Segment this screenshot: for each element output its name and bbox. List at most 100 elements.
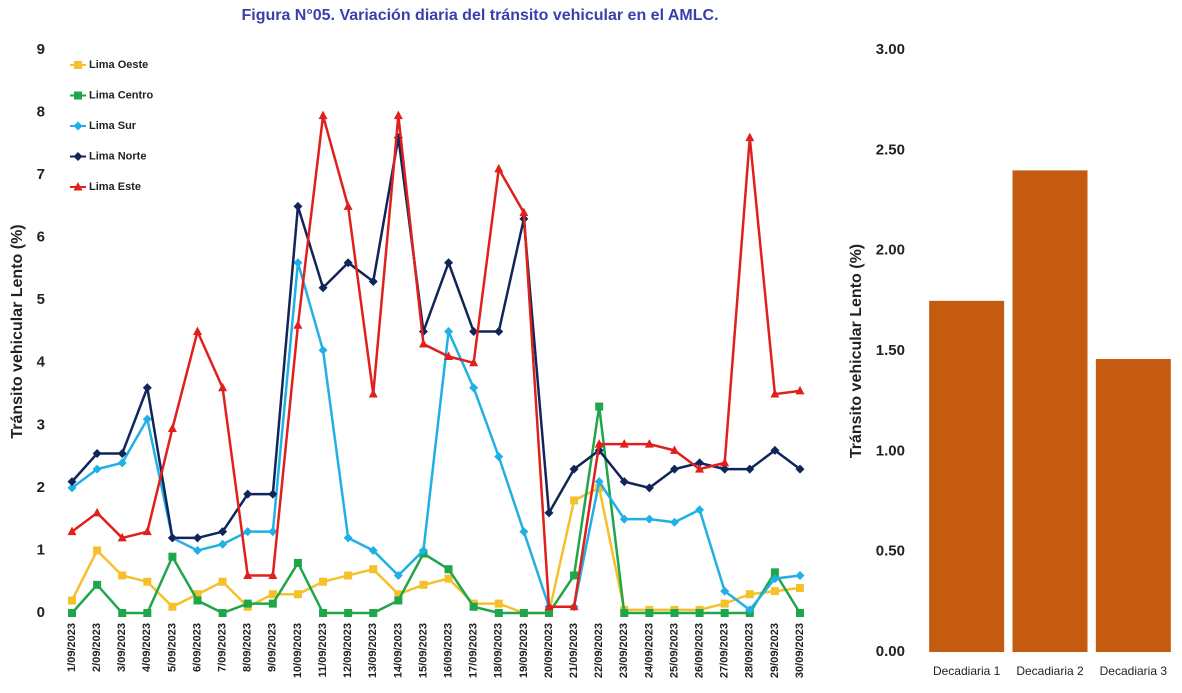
marker [644,439,654,448]
marker [293,320,303,329]
chart-title: Figura N°05. Variación diaria del tránsi… [241,7,718,24]
marker [569,601,579,611]
marker [343,201,353,210]
marker [519,527,529,537]
marker [143,577,152,586]
marker [73,152,83,161]
marker [544,609,553,617]
marker [93,580,102,589]
x-tick-label: 15/09/2023 [417,623,429,678]
marker [669,464,679,474]
marker [444,565,453,574]
marker [519,609,528,617]
x-tick-label: 16/09/2023 [442,623,454,678]
marker [770,574,780,584]
series-line [71,137,801,540]
marker [770,445,780,455]
bar [1095,359,1171,652]
x-tick-label: 10/09/2023 [292,623,304,678]
marker [343,258,353,268]
x-tick-label: 9/09/2023 [267,623,279,672]
marker [167,423,177,432]
marker [68,596,76,605]
y-tick-label: 8 [37,104,45,121]
legend-label: Lima Oeste [89,59,148,71]
marker [118,609,127,617]
marker [544,601,554,611]
x-tick-label: 24/09/2023 [643,623,655,678]
marker [644,514,654,524]
x-tick-label: 3/09/2023 [116,623,128,672]
marker [293,590,302,599]
marker [620,609,629,617]
marker [544,508,554,518]
marker [444,574,453,583]
marker [796,583,804,592]
marker [494,327,504,336]
bar [1012,170,1088,652]
marker [619,439,629,448]
marker [745,590,754,599]
y-tick-label: 1.50 [876,342,905,359]
marker [394,596,403,605]
marker [469,602,478,611]
y-tick-label: 4 [37,354,46,371]
marker [319,609,328,617]
marker [469,383,479,393]
x-tick-label: 27/09/2023 [719,623,731,678]
y-tick-label: 3 [37,416,45,433]
x-tick-label: 29/09/2023 [769,623,781,678]
marker [73,121,83,131]
marker [720,599,729,608]
y-tick-label: 0.50 [876,543,905,560]
x-tick-label: 28/09/2023 [744,623,756,678]
x-tick-label: Decadiaria 1 [933,664,1001,678]
marker [418,545,428,555]
marker [770,568,779,577]
marker [494,599,503,608]
marker [469,357,479,367]
marker [645,609,654,617]
marker [644,483,654,493]
x-tick-label: 19/09/2023 [518,623,530,678]
marker [444,258,454,268]
x-tick-label: 21/09/2023 [568,623,580,678]
marker [92,464,102,474]
marker [720,464,730,474]
marker [293,558,302,567]
marker [669,445,679,454]
marker [117,448,127,458]
marker [720,609,729,617]
marker [770,587,779,596]
marker [218,527,228,537]
marker [67,526,77,536]
marker [319,577,328,586]
marker [293,201,303,211]
series-line [71,406,802,615]
marker [796,609,804,617]
marker [167,533,177,543]
marker [570,496,579,505]
y-tick-label: 5 [37,291,45,308]
marker [92,507,102,517]
x-tick-label: 12/09/2023 [342,623,354,678]
marker [68,609,76,617]
marker [494,452,504,462]
marker [142,414,152,424]
x-tick-label: 25/09/2023 [668,623,680,678]
marker [369,609,378,617]
marker [670,609,679,617]
x-tick-label: 20/09/2023 [543,623,555,678]
marker [393,110,403,120]
y-axis-label: Tránsito vehicular Lento (%) [848,244,865,458]
marker [93,546,102,555]
y-tick-label: 2 [37,479,45,496]
marker [74,91,82,100]
x-tick-label: 23/09/2023 [618,623,630,678]
marker [218,382,228,392]
y-tick-label: 2.50 [876,141,905,158]
marker [745,605,755,615]
legend-label: Lima Este [89,181,141,193]
marker [117,532,127,542]
marker [419,580,428,589]
